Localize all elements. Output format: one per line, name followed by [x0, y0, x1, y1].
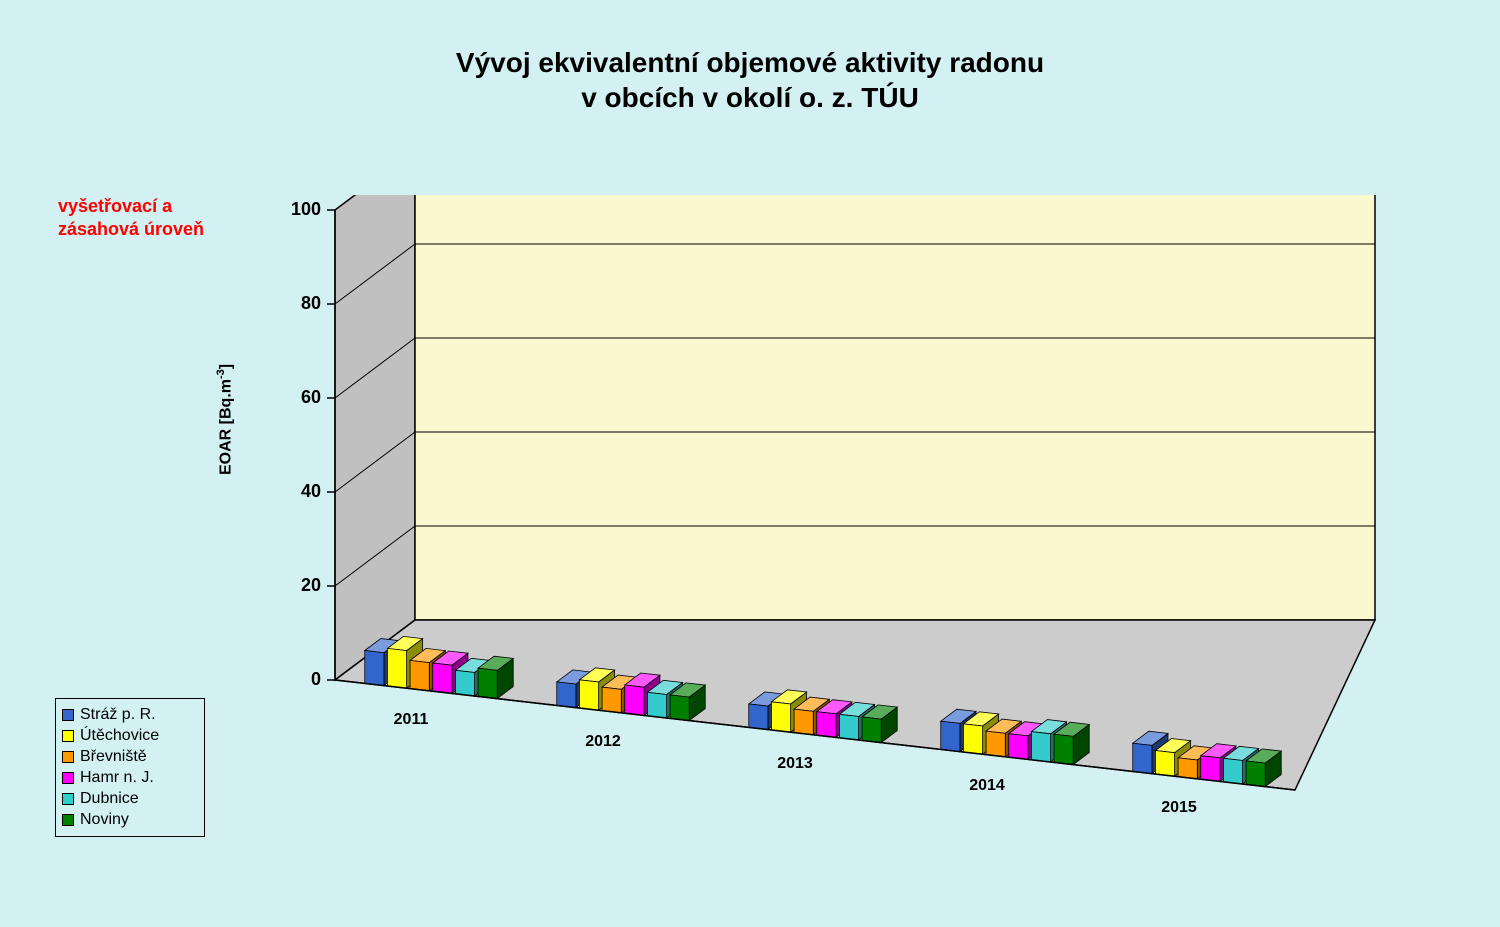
title-line-2: v obcích v okolí o. z. TÚU	[581, 82, 919, 113]
legend-item: Hamr n. J.	[62, 769, 198, 787]
legend-item: Útěchovice	[62, 727, 198, 745]
legend-label: Břevniště	[80, 748, 147, 766]
legend-swatch	[62, 793, 74, 805]
title-line-1: Vývoj ekvivalentní objemové aktivity rad…	[456, 47, 1044, 78]
ylabel-main: EOAR [Bq.m	[217, 379, 234, 475]
x-category-label: 2012	[585, 733, 621, 751]
ylabel-close: ]	[217, 364, 234, 369]
legend-label: Hamr n. J.	[80, 769, 154, 787]
annotation-line-2: zásahová úroveň	[58, 219, 204, 239]
legend-label: Stráž p. R.	[80, 706, 156, 724]
legend-item: Noviny	[62, 811, 198, 829]
y-tick-label: 40	[301, 481, 321, 502]
legend-swatch	[62, 730, 74, 742]
legend-label: Noviny	[80, 811, 129, 829]
y-axis-label: EOAR [Bq.m-3]	[215, 364, 235, 475]
chart-title: Vývoj ekvivalentní objemové aktivity rad…	[0, 45, 1500, 115]
legend-swatch	[62, 772, 74, 784]
x-category-label: 2013	[777, 755, 813, 773]
annotation-text: vyšetřovací a zásahová úroveň	[58, 195, 204, 242]
legend-item: Břevniště	[62, 748, 198, 766]
y-tick-label: 0	[311, 669, 321, 690]
x-category-label: 2014	[969, 777, 1005, 795]
legend-item: Dubnice	[62, 790, 198, 808]
y-tick-label: 20	[301, 575, 321, 596]
legend-label: Útěchovice	[80, 727, 159, 745]
legend-item: Stráž p. R.	[62, 706, 198, 724]
legend-swatch	[62, 709, 74, 721]
ylabel-sup: -3	[215, 369, 227, 379]
chart-3d-bars	[265, 195, 1415, 875]
legend-swatch	[62, 814, 74, 826]
x-category-label: 2011	[394, 711, 429, 729]
annotation-line-1: vyšetřovací a	[58, 196, 172, 216]
legend-swatch	[62, 751, 74, 763]
legend-label: Dubnice	[80, 790, 139, 808]
legend: Stráž p. R. Útěchovice Břevniště Hamr n. J.…	[55, 698, 205, 837]
y-tick-label: 60	[301, 387, 321, 408]
x-category-label: 2015	[1161, 799, 1197, 817]
y-tick-label: 100	[291, 199, 321, 220]
y-tick-label: 80	[301, 293, 321, 314]
